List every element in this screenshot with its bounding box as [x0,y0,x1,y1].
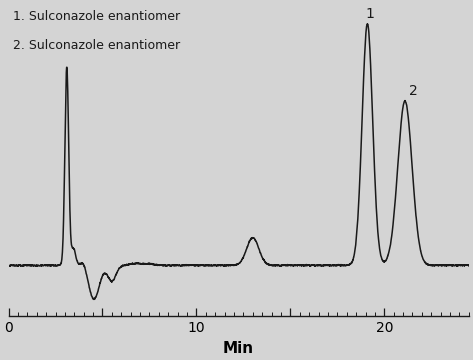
Text: 1. Sulconazole enantiomer: 1. Sulconazole enantiomer [13,10,180,23]
X-axis label: Min: Min [223,341,254,356]
Text: 1: 1 [366,7,375,21]
Text: 2: 2 [409,85,418,99]
Text: 2. Sulconazole enantiomer: 2. Sulconazole enantiomer [13,39,180,52]
